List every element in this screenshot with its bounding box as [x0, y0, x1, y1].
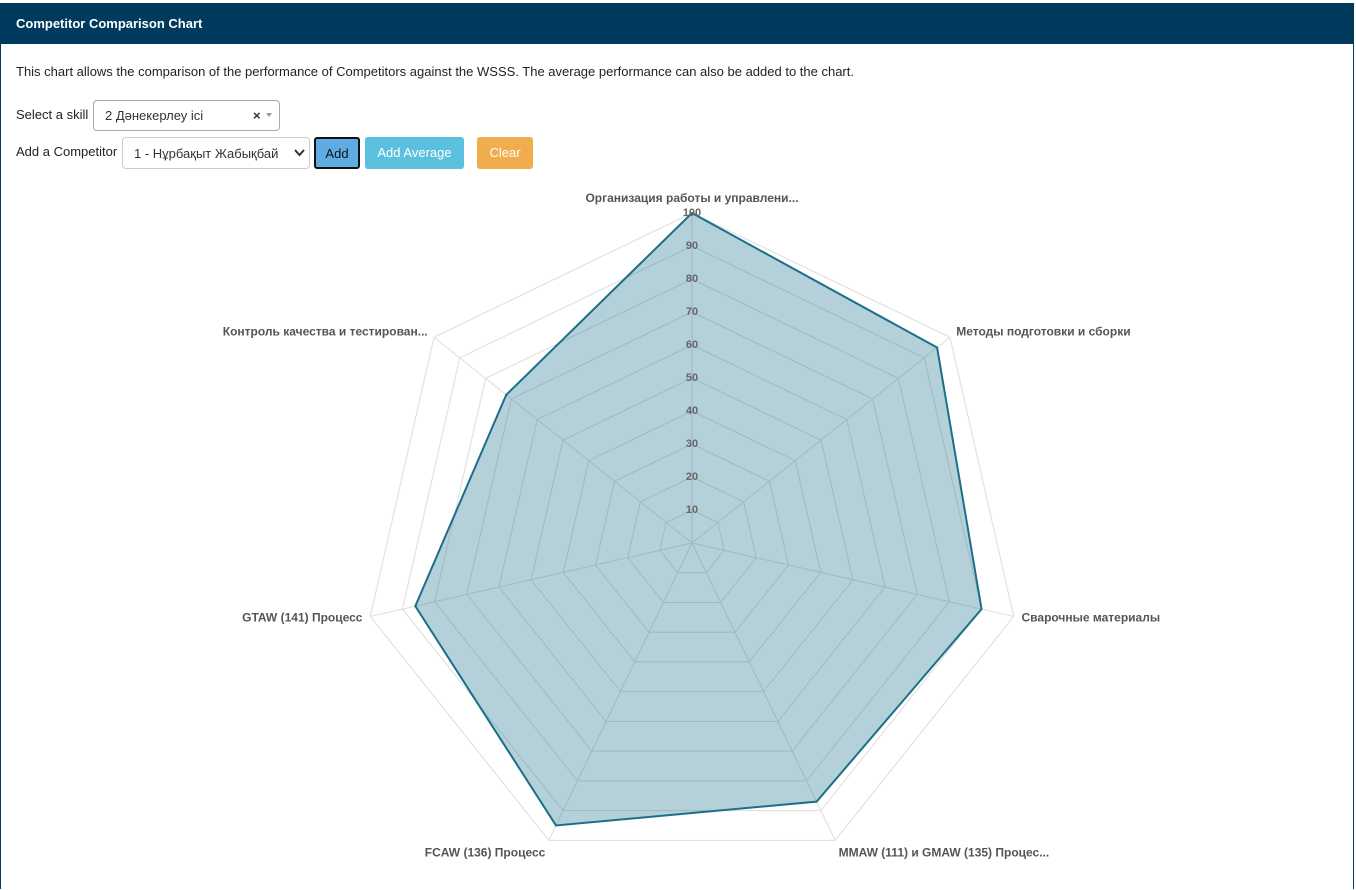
spoke: [691, 542, 836, 841]
grid-ring: [594, 443, 790, 633]
panel: Competitor Comparison Chart This chart a…: [0, 3, 1354, 889]
competitor-select[interactable]: 1 - Нұрбақыт Жабықбай: [122, 137, 310, 169]
spoke: [370, 542, 693, 617]
spoke: [433, 336, 693, 544]
axis-label: Контроль качества и тестирован...: [223, 324, 428, 338]
axis-label: FCAW (136) Процесс: [425, 846, 546, 860]
r-tick-label: 20: [686, 471, 698, 483]
axis-label: Методы подготовки и сборки: [956, 324, 1130, 338]
r-tick-label: 50: [686, 372, 698, 384]
axis-label: GTAW (141) Процесс: [242, 610, 363, 624]
spoke: [691, 336, 951, 544]
data-area: [414, 211, 983, 827]
grid-ring: [466, 311, 918, 752]
grid-ring: [498, 344, 886, 722]
clear-button[interactable]: Clear: [477, 137, 533, 169]
add-button[interactable]: Add: [314, 137, 360, 169]
description: This chart allows the comparison of the …: [16, 64, 854, 79]
r-tick-label: 30: [686, 438, 698, 450]
spoke: [691, 542, 1014, 617]
grid-ring: [401, 245, 983, 812]
axis-label: Сварочные материалы: [1022, 610, 1161, 624]
grid-ring: [562, 410, 822, 663]
skill-clear[interactable]: ×: [253, 108, 261, 123]
skill-select[interactable]: 2 Дәнекерлеу ісі ×: [93, 100, 280, 131]
spoke: [548, 542, 693, 841]
competitor-value: 1 - Нұрбақыт Жабықбай: [134, 146, 279, 161]
r-tick-label: 90: [686, 240, 698, 252]
skill-label: Select a skill: [16, 107, 89, 122]
dropdown-arrow: [266, 113, 272, 117]
r-tick-label: 60: [686, 339, 698, 351]
grid-ring: [627, 476, 757, 603]
grid-ring: [434, 278, 950, 782]
axis-label: Организация работы и управлени...: [585, 191, 798, 205]
r-tick-label: 100: [683, 207, 701, 219]
skill-value: 2 Дәнекерлеу ісі: [105, 108, 204, 123]
panel-header: Competitor Comparison Chart: [1, 4, 1353, 44]
r-tick-label: 80: [686, 273, 698, 285]
add-average-button[interactable]: Add Average: [365, 137, 464, 169]
dropdown-chevron: [294, 149, 305, 157]
grid-ring: [530, 377, 854, 693]
r-tick-label: 70: [686, 306, 698, 318]
r-tick-label: 40: [686, 405, 698, 417]
competitor-label: Add a Competitor: [16, 144, 118, 159]
r-tick-label: 10: [686, 504, 698, 516]
grid-ring: [659, 509, 725, 574]
axis-label: MMAW (111) и GMAW (135) Процес...: [839, 846, 1050, 860]
grid-ring: [369, 212, 1015, 841]
